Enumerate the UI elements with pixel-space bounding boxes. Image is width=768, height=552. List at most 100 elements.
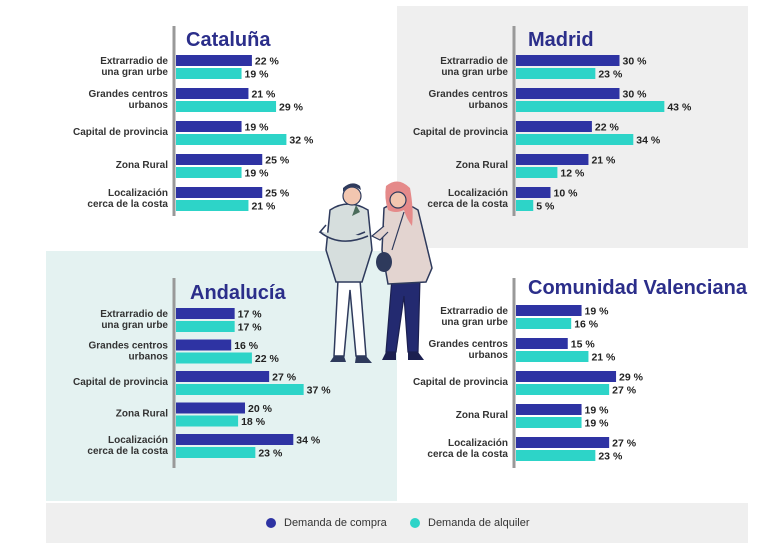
value-label-compra: 27 % (272, 372, 297, 384)
bar-alquiler (516, 101, 665, 112)
category-label: Capital de provincia (413, 377, 508, 388)
value-label-alquiler: 17 % (238, 322, 263, 334)
value-label-compra: 22 % (255, 56, 280, 68)
legend-dot-alquiler (410, 518, 420, 528)
legend-bar (46, 503, 748, 543)
value-label-alquiler: 21 % (591, 352, 616, 364)
bar-compra (516, 55, 620, 66)
category-label: Localización cerca de la costa (427, 188, 508, 210)
value-label-alquiler: 32 % (289, 135, 314, 147)
bar-compra (516, 121, 592, 132)
value-label-alquiler: 12 % (560, 168, 585, 180)
legend-label-alquiler: Demanda de alquiler (428, 517, 530, 529)
category-label: Capital de provincia (73, 127, 168, 138)
value-label-compra: 16 % (234, 340, 259, 352)
value-label-alquiler: 43 % (667, 102, 692, 114)
bar-compra (176, 154, 263, 165)
legend-item-alquiler: Demanda de alquiler (410, 517, 530, 529)
category-label: Capital de provincia (413, 127, 508, 138)
chart-andalucía: Andalucía Extrarradio de una gran urbe 17 %… (73, 278, 331, 468)
value-label-alquiler: 16 % (574, 319, 599, 331)
bar-alquiler (176, 321, 235, 332)
value-label-alquiler: 21 % (251, 201, 276, 213)
bar-compra (516, 187, 551, 198)
value-label-compra: 25 % (265, 188, 290, 200)
category-label: Localización cerca de la costa (87, 435, 168, 457)
value-label-alquiler: 23 % (598, 69, 623, 81)
chart-madrid: Madrid Extrarradio de una gran urbe 30 %23 … (413, 26, 692, 216)
value-label-alquiler: 27 % (612, 385, 637, 397)
bar-alquiler (516, 134, 634, 145)
bar-alquiler (176, 167, 242, 178)
value-label-compra: 25 % (265, 155, 290, 167)
bar-alquiler (516, 450, 596, 461)
chart-title: Comunidad Valenciana (528, 277, 748, 299)
bar-alquiler (516, 384, 610, 395)
chart-comunidad-valenciana: Comunidad Valenciana Extrarradio de una gr… (413, 277, 748, 468)
legend-dot-compra (266, 518, 276, 528)
value-label-compra: 20 % (248, 403, 273, 415)
bar-compra (176, 434, 294, 445)
bar-alquiler (176, 101, 277, 112)
value-label-compra: 30 % (623, 89, 648, 101)
bar-compra (516, 437, 610, 448)
category-label: Zona Rural (116, 160, 168, 171)
value-label-alquiler: 23 % (258, 448, 283, 460)
bar-alquiler (176, 447, 256, 458)
bar-compra (176, 402, 245, 414)
value-label-alquiler: 19 % (245, 69, 270, 81)
couple-illustration (318, 181, 433, 363)
bar-compra (176, 121, 242, 132)
value-label-compra: 10 % (554, 188, 579, 200)
bar-alquiler (516, 68, 596, 79)
value-label-alquiler: 5 % (536, 201, 555, 213)
bar-alquiler (516, 167, 558, 178)
bar-compra (516, 88, 620, 99)
bar-alquiler (516, 351, 589, 362)
value-label-compra: 21 % (251, 89, 276, 101)
value-label-compra: 30 % (623, 56, 648, 68)
bar-alquiler (516, 318, 572, 329)
bar-compra (516, 404, 582, 415)
value-label-alquiler: 22 % (255, 353, 280, 365)
bar-compra (516, 305, 582, 316)
category-label: Zona Rural (116, 409, 168, 420)
value-label-compra: 29 % (619, 372, 644, 384)
bar-alquiler (176, 134, 287, 145)
bar-compra (176, 187, 263, 198)
value-label-compra: 17 % (238, 309, 263, 321)
category-label: Extrarradio de una gran urbe (440, 56, 508, 78)
bar-alquiler (176, 415, 239, 427)
bar-alquiler (516, 200, 534, 211)
category-label: Zona Rural (456, 410, 508, 421)
category-label: Localización cerca de la costa (87, 188, 168, 210)
category-label: Zona Rural (456, 160, 508, 171)
man-figure (318, 183, 373, 363)
chart-title: Andalucía (190, 282, 286, 304)
bar-alquiler (176, 384, 304, 395)
chart-title: Cataluña (186, 29, 271, 51)
bar-compra (516, 371, 617, 382)
value-label-alquiler: 19 % (585, 418, 610, 430)
value-label-alquiler: 34 % (636, 135, 661, 147)
category-label: Grandes centros urbanos (89, 89, 169, 111)
value-label-alquiler: 19 % (245, 168, 270, 180)
bar-alquiler (516, 417, 582, 428)
value-label-compra: 19 % (585, 306, 610, 318)
bar-compra (516, 154, 589, 165)
value-label-compra: 22 % (595, 122, 620, 134)
woman-figure (370, 181, 433, 360)
bar-compra (176, 88, 249, 99)
value-label-alquiler: 18 % (241, 416, 266, 428)
category-label: Capital de provincia (73, 377, 168, 388)
category-label: Grandes centros urbanos (429, 339, 509, 361)
bar-compra (176, 55, 252, 66)
value-label-compra: 19 % (245, 122, 270, 134)
bar-compra (176, 339, 232, 351)
bar-alquiler (176, 352, 252, 364)
category-label: Localización cerca de la costa (427, 438, 508, 460)
bar-alquiler (176, 200, 249, 211)
value-label-alquiler: 23 % (598, 451, 623, 463)
value-label-compra: 21 % (591, 155, 616, 167)
